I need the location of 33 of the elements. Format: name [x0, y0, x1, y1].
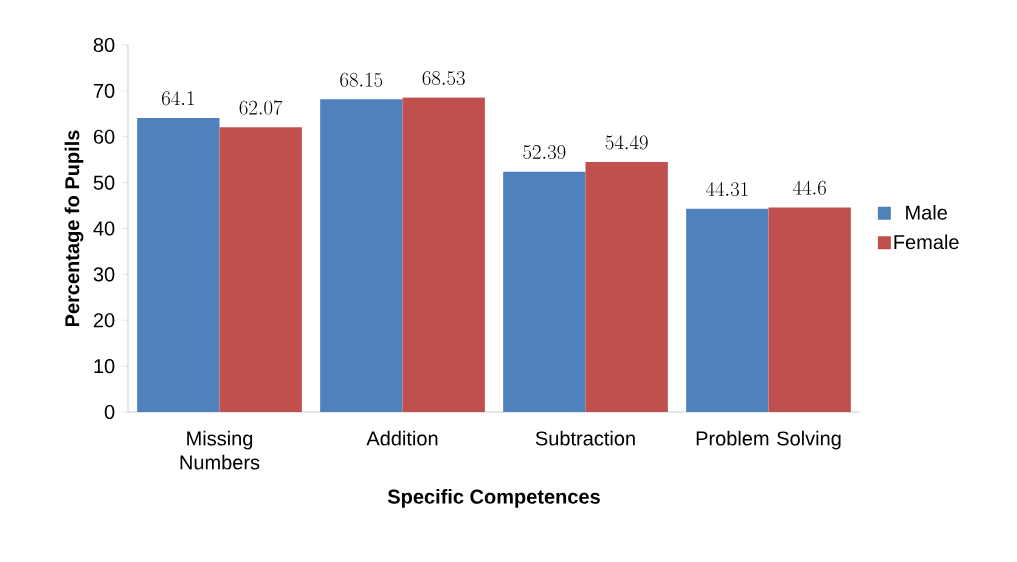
x-tick-label: Problem Solving [696, 430, 841, 450]
y-tick-label: 40 [93, 221, 115, 236]
y-tick-label: 80 [93, 37, 115, 53]
y-tick-label: 60 [93, 129, 115, 144]
x-axis-title: Specific Competences [387, 489, 600, 508]
bar [585, 162, 668, 412]
y-tick-label: 30 [93, 267, 115, 282]
y-tick-label: 20 [93, 313, 115, 328]
bar [137, 117, 220, 412]
data-label: 68. 15 [340, 72, 383, 87]
bar [503, 171, 586, 412]
legend-label: Female [894, 234, 959, 250]
x-tick-label: Addition [366, 430, 438, 446]
bar [686, 208, 769, 412]
y-tick-label: 10 [94, 359, 115, 374]
data-label: 64. 1 [162, 91, 194, 106]
data-label: 54.49 [605, 135, 648, 150]
data-label: 44.6 [792, 180, 826, 195]
y-tick-label: 0 [104, 404, 115, 420]
bar [219, 127, 302, 412]
data-label: 68.53 [422, 71, 465, 86]
legend-label: Male [906, 205, 947, 220]
bar [768, 207, 851, 412]
bar [402, 97, 485, 412]
bar [320, 99, 403, 412]
x-tick-label: Missing Numbers [180, 430, 260, 470]
data-label: 44.31 [705, 181, 748, 197]
y-tick-label: 70 [93, 83, 115, 98]
data-label: 62.07 [239, 100, 283, 115]
x-tick-label: Subtraction [535, 430, 635, 446]
data-label: 52.39 [523, 145, 566, 160]
y-axis-title: Percentage fo Pupils [64, 130, 84, 327]
y-tick-label: 50 [93, 175, 115, 190]
